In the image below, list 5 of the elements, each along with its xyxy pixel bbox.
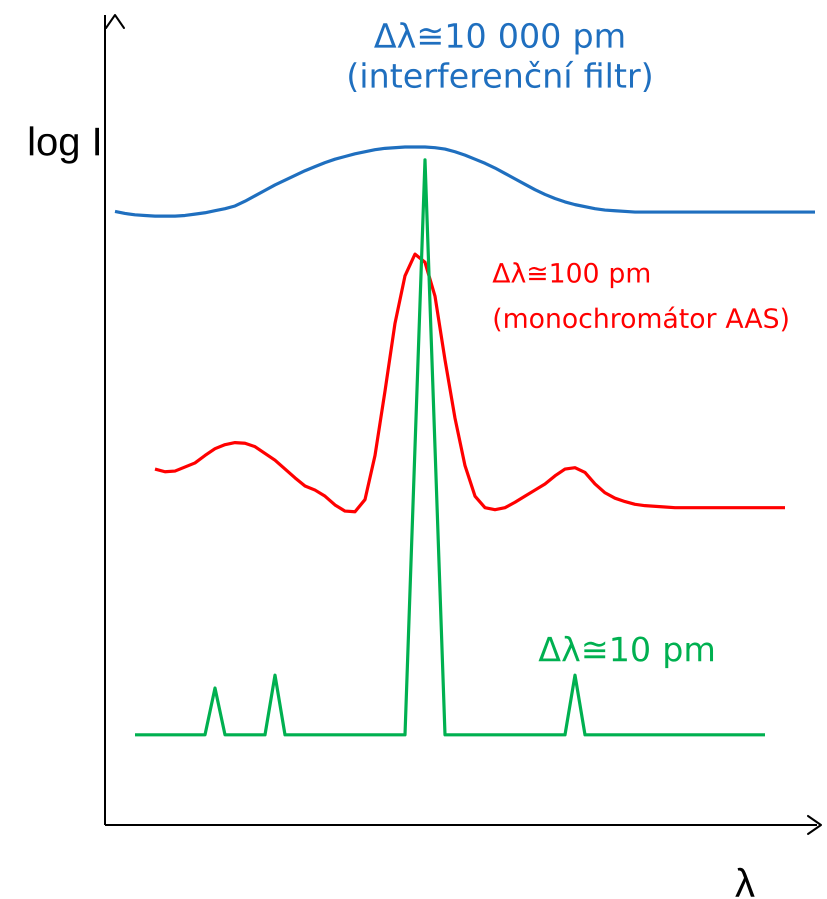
series-label: Δλ≅100 pm (monochromátor AAS) <box>492 262 788 332</box>
series-label: Δλ≅10 pm <box>538 636 714 668</box>
x-axis-title: λ <box>735 868 755 897</box>
y-axis-title: log I <box>30 126 99 164</box>
series-label: Δλ≅10 000 pm (interferenční filtr) <box>349 22 651 92</box>
